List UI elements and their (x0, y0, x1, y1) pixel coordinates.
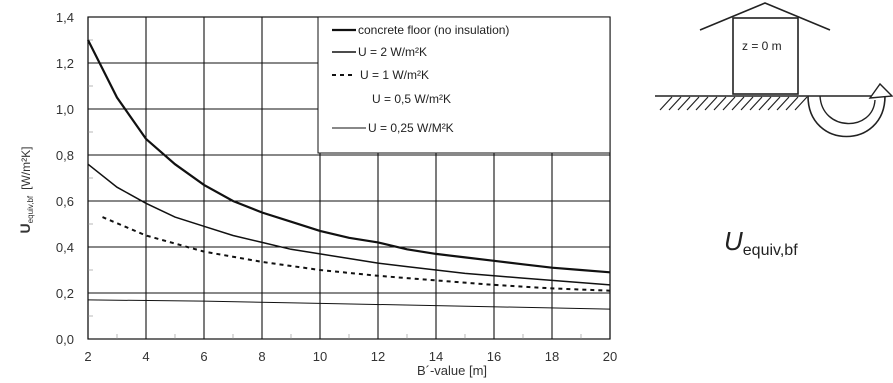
series-line-1 (87, 163, 611, 286)
hatch-mark (758, 96, 772, 111)
hatch-mark (785, 96, 799, 111)
hatch-mark (722, 96, 736, 111)
house-diagram: z = 0 m Uequiv,bf (655, 2, 893, 259)
hatch-mark (749, 96, 763, 111)
series-line-4 (87, 299, 611, 310)
svg-text:Uequiv,bf[W/m²K]: Uequiv,bf [W/m²K] (17, 147, 35, 234)
x-tick-label: 14 (429, 349, 443, 364)
hatch-mark (695, 96, 709, 111)
house-roof (699, 2, 831, 31)
x-tick-label: 2 (84, 349, 91, 364)
y-tick-label: 1,2 (56, 56, 74, 71)
x-tick-label: 12 (371, 349, 385, 364)
series-layer (87, 39, 611, 310)
y-tick-label: 1,4 (56, 10, 74, 25)
hatch-mark (776, 96, 790, 111)
y-axis-label-unit: [W/m²K] (19, 147, 33, 190)
legend-label-u2: U = 2 W/m²K (358, 45, 427, 59)
hatch-mark (668, 96, 682, 111)
hatch-mark (731, 96, 745, 111)
hatch-mark (767, 96, 781, 111)
y-axis-label-sub: equiv,bf (26, 195, 35, 223)
z-label: z = 0 m (742, 39, 782, 53)
y-tick-label: 0,8 (56, 148, 74, 163)
y-tick-label: 0,6 (56, 194, 74, 209)
legend-label-concrete: concrete floor (no insulation) (358, 23, 509, 37)
y-axis-label: Uequiv,bf [W/m²K] (17, 147, 35, 234)
hatch-mark (677, 96, 691, 111)
hatch-mark (659, 96, 673, 111)
x-tick-label: 20 (603, 349, 617, 364)
y-axis-label-main: U (17, 223, 33, 233)
hatch-mark (704, 96, 718, 111)
y-tick-label: 0,4 (56, 240, 74, 255)
heat-flow-arrow-inner (819, 95, 876, 125)
formula-label: Uequiv,bf (724, 226, 798, 259)
series-line-0 (87, 39, 611, 274)
y-tick-label: 0,0 (56, 332, 74, 347)
x-tick-label: 4 (142, 349, 149, 364)
arrow-head-icon (868, 82, 893, 99)
x-tick-label: 8 (258, 349, 265, 364)
legend-label-u05: U = 0,5 W/m²K (372, 92, 451, 106)
legend-label-u025: U = 0,25 W/M²K (368, 121, 454, 135)
x-tick-label: 16 (487, 349, 501, 364)
ground-hatching (659, 96, 808, 111)
hatch-mark (794, 96, 808, 111)
x-tick-label: 6 (200, 349, 207, 364)
heat-flow-arrow-icon (807, 95, 886, 138)
x-tick-label: 10 (313, 349, 327, 364)
y-tick-label: 1,0 (56, 102, 74, 117)
x-axis-label: B´-value [m] (417, 363, 487, 378)
hatch-mark (713, 96, 727, 111)
y-tick-labels: 0,0 0,2 0,4 0,6 0,8 1,0 1,2 1,4 (56, 10, 74, 347)
minor-ticks (88, 39, 582, 339)
house-walls (732, 17, 799, 95)
legend-label-u1: U = 1 W/m²K (360, 68, 429, 82)
x-tick-label: 18 (545, 349, 559, 364)
hatch-mark (740, 96, 754, 111)
legend-box (317, 16, 611, 154)
hatch-mark (686, 96, 700, 111)
formula-main: U (724, 226, 743, 256)
formula-sub: equiv,bf (743, 242, 798, 259)
legend: concrete floor (no insulation) U = 2 W/m… (317, 16, 611, 154)
x-tick-labels: 2 4 6 8 10 12 14 16 18 20 (84, 349, 617, 364)
y-tick-label: 0,2 (56, 286, 74, 301)
